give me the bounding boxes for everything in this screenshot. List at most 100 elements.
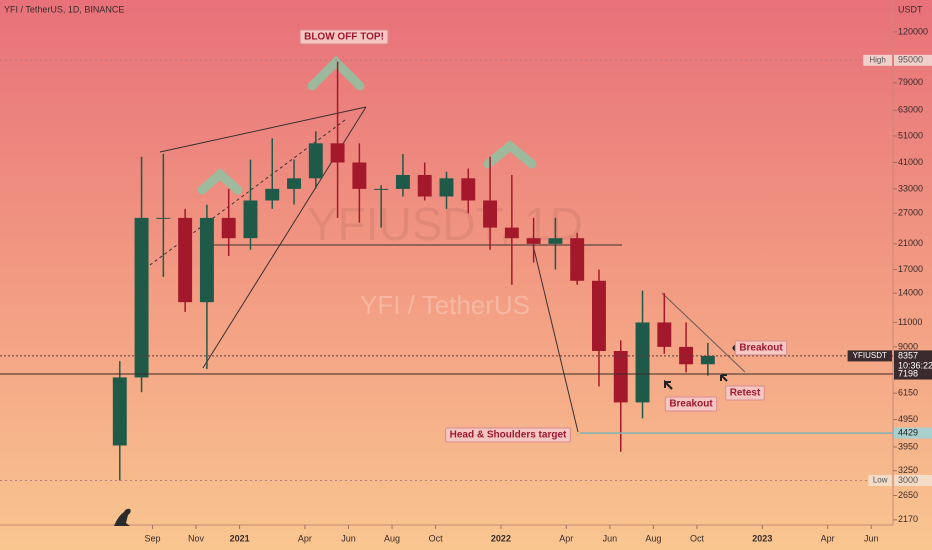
- price-tag-countdown: 10:36:22: [898, 360, 932, 370]
- candle-body: [439, 178, 454, 197]
- x-tick-label: 2023: [752, 533, 772, 543]
- x-tick-label: Jun: [864, 533, 879, 543]
- x-tick-label: Aug: [384, 533, 400, 543]
- arrow: [720, 374, 728, 382]
- candle-body: [243, 200, 258, 239]
- annotation-box: [725, 385, 765, 401]
- trendline: [149, 119, 346, 266]
- y-tick-label: 14000: [898, 288, 923, 298]
- y-tick-label: 51000: [898, 130, 923, 140]
- x-tick-label: 2021: [230, 533, 250, 543]
- price-tag-box: [894, 54, 932, 66]
- candle-body: [308, 143, 323, 179]
- annotation: Breakout: [669, 399, 713, 410]
- trendline: [159, 106, 367, 153]
- price-tag-label-box: [868, 474, 892, 486]
- candle-body: [548, 238, 563, 244]
- x-tick-label: Apr: [559, 533, 573, 543]
- y-tick-label: 17000: [898, 264, 923, 274]
- candle-body: [221, 217, 236, 239]
- annotation: Head & Shoulders target: [450, 430, 567, 441]
- candle-body: [134, 217, 149, 378]
- y-tick-label: 4950: [898, 414, 918, 424]
- x-tick-label: Apr: [298, 533, 312, 543]
- x-tick-label: Apr: [821, 533, 835, 543]
- price-tag-label: Low: [873, 476, 888, 485]
- arrow: [664, 381, 673, 390]
- price-tag-box: [894, 427, 932, 439]
- y-tick-label: 3950: [898, 441, 918, 451]
- candle-body: [352, 162, 367, 189]
- candle-body: [657, 322, 672, 347]
- x-tick-label: Oct: [690, 533, 705, 543]
- y-tick-label: 21000: [898, 238, 923, 248]
- price-tag-value: 3000: [898, 475, 918, 485]
- y-tick-label: 2650: [898, 490, 918, 500]
- peak-marker: [483, 140, 537, 169]
- y-tick-label: 33000: [898, 183, 923, 193]
- candle-body: [287, 178, 302, 189]
- y-tick-label: 63000: [898, 105, 923, 115]
- peak-marker: [307, 55, 365, 91]
- candle-body: [635, 322, 650, 403]
- candle-body: [504, 227, 519, 239]
- candle-body: [178, 217, 193, 303]
- x-tick-label: Jun: [341, 533, 356, 543]
- y-tick-label: 79000: [898, 77, 923, 87]
- annotation: BLOW OFF TOP!: [304, 32, 384, 43]
- y-tick-label: 3250: [898, 465, 918, 475]
- chart-title: YFI / TetherUS, 1D, BINANCE: [4, 4, 124, 14]
- annotation-box: [445, 427, 571, 443]
- x-tick-label: Aug: [645, 533, 661, 543]
- candle-body: [112, 377, 127, 446]
- price-tag-value: 95000: [898, 55, 923, 65]
- candle-body: [700, 355, 715, 365]
- price-tag-label-box: [863, 54, 892, 66]
- price-tag-value: 7198: [898, 368, 918, 378]
- x-tick-label: 2022: [491, 533, 511, 543]
- y-tick-label: 6150: [898, 388, 918, 398]
- y-axis-label: USDT: [898, 4, 923, 14]
- candle-body: [461, 178, 476, 201]
- peak-marker: [197, 167, 243, 195]
- candle-body: [374, 188, 389, 190]
- x-tick-label: Nov: [188, 533, 205, 543]
- annotation-box: [664, 396, 718, 412]
- y-tick-label: 9000: [898, 341, 918, 351]
- price-tag-box: [894, 350, 932, 373]
- y-tick-label: 120000: [898, 26, 928, 36]
- y-tick-label: 27000: [898, 208, 923, 218]
- candle-body: [395, 174, 410, 189]
- x-tick-label: Oct: [429, 533, 444, 543]
- candle-body: [679, 346, 694, 365]
- drawings: [149, 106, 746, 433]
- candle-body: [199, 217, 214, 303]
- y-tick-label: 2170: [898, 514, 918, 524]
- x-tick-label: Sep: [144, 533, 160, 543]
- annotation: Retest: [730, 388, 761, 399]
- candle-body: [483, 200, 498, 228]
- candle-body: [526, 238, 541, 244]
- annotation-box: [299, 29, 389, 45]
- price-tag-box: [894, 474, 932, 486]
- price-tag-value: 8357: [898, 350, 918, 360]
- candle-body: [265, 188, 280, 201]
- y-tick-label: 41000: [898, 157, 923, 167]
- candle-body: [330, 143, 345, 163]
- candle-body: [613, 350, 628, 403]
- price-tag-label: YFIUSDT: [853, 351, 887, 360]
- logo: [114, 508, 131, 526]
- price-tag-label-box: [847, 350, 892, 362]
- annotation-box: [734, 340, 788, 356]
- candle-body: [156, 217, 171, 219]
- price-tag-box: [894, 368, 932, 380]
- target-line: [532, 244, 579, 433]
- candle-body: [570, 238, 585, 281]
- candle-body: [591, 280, 606, 351]
- candles: [112, 61, 715, 481]
- price-tag-value: 4429: [898, 427, 918, 437]
- candle-body: [417, 174, 432, 197]
- x-tick-label: Jun: [603, 533, 618, 543]
